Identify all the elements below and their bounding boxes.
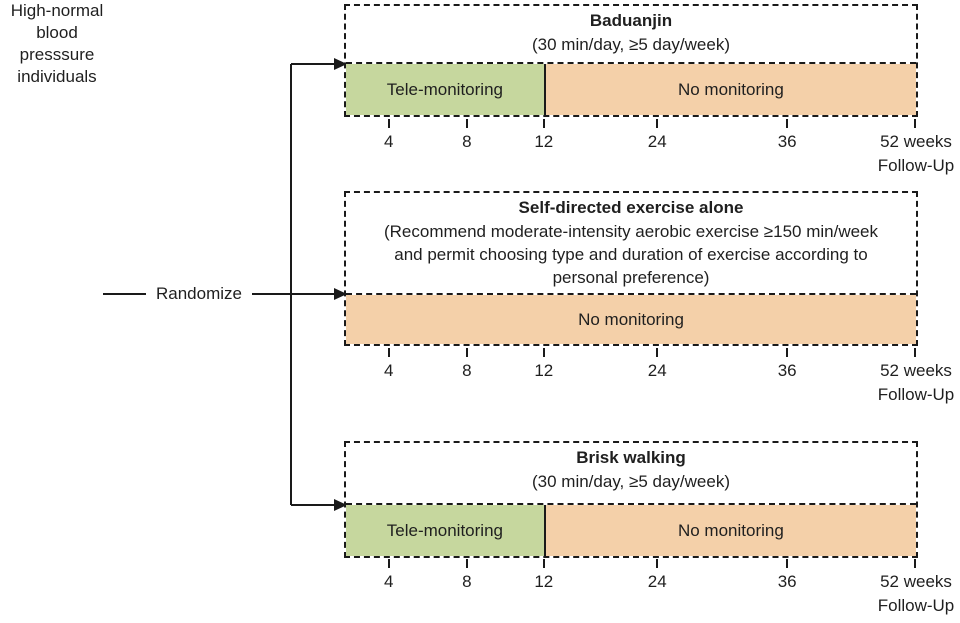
axis-tick — [914, 348, 916, 357]
axis-tick — [786, 119, 789, 128]
arm-baduanjin-box: Baduanjin (30 min/day, ≥5 day/week) Tele… — [344, 4, 918, 117]
axis-tick-label: 36 — [777, 361, 797, 380]
axis-tick-label: 4 — [384, 361, 394, 380]
axis-tick — [542, 348, 545, 357]
axis-tick — [656, 559, 659, 568]
axis-tick-label: 8 — [462, 572, 472, 591]
arrowhead-icon — [334, 288, 347, 300]
axis-tick — [465, 119, 468, 128]
arm-subtitle: (30 min/day, ≥5 day/week) — [532, 472, 730, 491]
axis-tick-label: 52 weeks — [880, 132, 952, 151]
axis-tick-label: 24 — [647, 361, 667, 380]
arm-baduanjin-axis: 4 8 12 24 36 52 weeks Follow-Up — [346, 119, 954, 183]
population-label: High-normal blood presssure individuals — [10, 1, 104, 86]
arm-brisk-walking-box: Brisk walking (30 min/day, ≥5 day/week) … — [344, 441, 918, 558]
axis-tick — [914, 119, 916, 128]
arm-title: Brisk walking — [576, 448, 686, 467]
axis-tick-label: 8 — [462, 361, 472, 380]
tele-monitoring-segment: Tele-monitoring — [346, 64, 544, 115]
arm-baduanjin-timeline-bar: Tele-monitoring No monitoring — [346, 62, 916, 115]
axis-tick — [542, 119, 545, 128]
arm-subtitle: (30 min/day, ≥5 day/week) — [532, 35, 730, 54]
arm-self-directed-axis: 4 8 12 24 36 52 weeks Follow-Up — [346, 348, 954, 412]
no-monitoring-segment: No monitoring — [346, 295, 916, 344]
tele-monitoring-segment: Tele-monitoring — [346, 505, 544, 556]
axis-tick — [786, 348, 789, 357]
followup-label: Follow-Up — [877, 385, 955, 404]
axis-tick-label: 36 — [777, 132, 797, 151]
arm-self-directed-timeline-bar: No monitoring — [346, 293, 916, 344]
arm-brisk-walking-timeline-bar: Tele-monitoring No monitoring — [346, 503, 916, 556]
no-monitoring-segment: No monitoring — [543, 505, 916, 556]
axis-tick-label: 4 — [384, 572, 394, 591]
axis-tick — [656, 348, 659, 357]
followup-label: Follow-Up — [877, 156, 955, 175]
followup-label: Follow-Up — [877, 596, 955, 615]
axis-tick-label: 24 — [647, 132, 667, 151]
arm-brisk-walking-axis: 4 8 12 24 36 52 weeks Follow-Up — [346, 559, 954, 623]
axis-tick-label: 12 — [534, 572, 554, 591]
arm-title: Baduanjin — [589, 11, 673, 30]
arm-self-directed-box: Self-directed exercise alone (Recommend … — [344, 191, 918, 346]
arm-brisk-walking-header: Brisk walking (30 min/day, ≥5 day/week) — [346, 443, 916, 503]
axis-tick-label: 36 — [777, 572, 797, 591]
axis-tick-label: 4 — [384, 132, 394, 151]
arm-baduanjin-header: Baduanjin (30 min/day, ≥5 day/week) — [346, 6, 916, 62]
axis-tick-label: 8 — [462, 132, 472, 151]
axis-tick — [387, 348, 390, 357]
axis-tick — [465, 559, 468, 568]
axis-tick — [387, 119, 390, 128]
arm-subtitle: (Recommend moderate-intensity aerobic ex… — [383, 222, 879, 287]
axis-tick-label: 52 weeks — [880, 572, 952, 591]
randomize-label: Randomize — [156, 284, 242, 303]
axis-tick-label: 52 weeks — [880, 361, 952, 380]
axis-tick — [542, 559, 545, 568]
axis-tick — [914, 559, 916, 568]
axis-tick — [387, 559, 390, 568]
arrowhead-icon — [334, 499, 347, 511]
arrowhead-icon — [334, 58, 347, 70]
axis-tick-label: 12 — [534, 132, 554, 151]
arm-title: Self-directed exercise alone — [518, 198, 744, 217]
axis-tick — [465, 348, 468, 357]
axis-tick-label: 12 — [534, 361, 554, 380]
arm-self-directed-header: Self-directed exercise alone (Recommend … — [346, 193, 916, 293]
axis-tick — [656, 119, 659, 128]
axis-tick-label: 24 — [647, 572, 667, 591]
no-monitoring-segment: No monitoring — [543, 64, 916, 115]
axis-tick — [786, 559, 789, 568]
